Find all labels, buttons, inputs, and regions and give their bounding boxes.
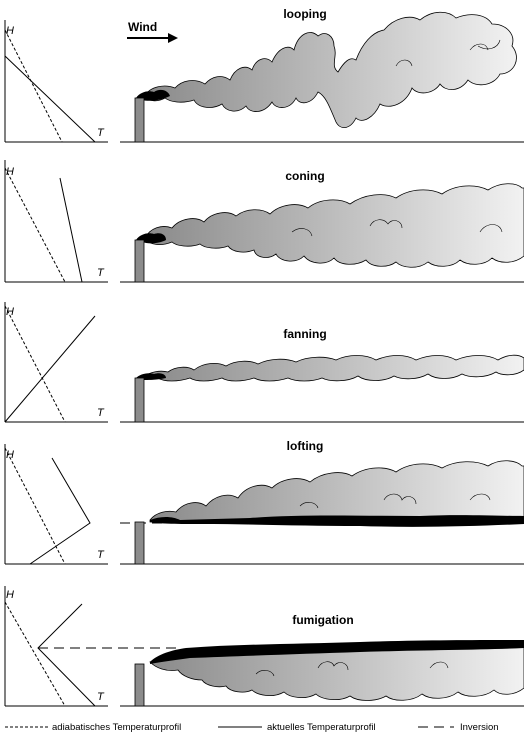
adiabatic-profile-line [4, 601, 66, 707]
plume-puff-outline [299, 493, 491, 509]
inversion-smoke-band [150, 640, 524, 664]
actual-profile-line [29, 457, 91, 565]
legend-item-actual: aktuelles Temperaturprofil [218, 722, 376, 733]
legend-label: aktuelles Temperaturprofil [267, 722, 376, 733]
inversion-smoke-band [150, 515, 524, 527]
plume-scene: lofting [120, 439, 524, 565]
wind-arrow-head [168, 33, 178, 43]
temperature-profile-chart: H T [4, 586, 108, 707]
plume-puff-outline [395, 39, 501, 67]
panel-title: coning [285, 169, 324, 183]
temperature-profile-chart: H T [4, 20, 108, 143]
plume-scene: fanning [120, 327, 524, 423]
plume-scene: Wind looping [120, 7, 524, 143]
smoke-emission [136, 89, 170, 101]
actual-profile-line [37, 603, 96, 707]
y-axis-label: H [6, 306, 14, 318]
x-axis-label: T [97, 691, 105, 703]
panel-coning: H T coning [4, 160, 524, 283]
panel-title: fanning [283, 327, 326, 341]
plume [149, 460, 524, 523]
panel-fanning: H T fanning [4, 302, 524, 423]
smokestack [134, 521, 145, 565]
plume [144, 11, 517, 128]
smokestack [134, 239, 145, 283]
legend: adiabatisches Temperaturprofil aktuelles… [5, 722, 499, 733]
smokestack [134, 97, 145, 143]
adiabatic-profile-line [4, 305, 66, 423]
plume-puff-outline [291, 219, 503, 237]
plume-puff-outline [255, 661, 449, 677]
x-axis-label: T [97, 549, 105, 561]
smokestack [134, 377, 145, 423]
adiabatic-profile-line [4, 29, 63, 143]
smokestack [134, 663, 145, 707]
adiabatic-profile-line [4, 167, 66, 283]
plume-scene: coning [120, 169, 524, 283]
legend-item-adiabatic: adiabatisches Temperaturprofil [5, 722, 181, 733]
x-axis-label: T [97, 127, 105, 139]
panel-looping: H T Wind looping [4, 7, 524, 143]
y-axis-label: H [6, 589, 14, 601]
legend-label: Inversion [460, 722, 499, 733]
plume [144, 183, 524, 268]
y-axis-label: H [6, 25, 14, 37]
plume [149, 643, 524, 701]
y-axis-label: H [6, 166, 14, 178]
panel-title: looping [283, 7, 326, 21]
x-axis-label: T [97, 407, 105, 419]
plume-scene: fumigation [38, 613, 524, 707]
panel-title: lofting [287, 439, 324, 453]
temperature-profile-chart: H T [4, 160, 108, 283]
y-axis-label: H [6, 449, 14, 461]
panel-lofting: H T lofting [4, 439, 524, 565]
wind-label: Wind [128, 20, 157, 34]
adiabatic-profile-line [4, 447, 66, 565]
actual-profile-line [59, 177, 83, 283]
temperature-profile-chart: H T [4, 302, 108, 423]
plume [144, 354, 524, 382]
legend-item-inversion: Inversion [418, 722, 499, 733]
legend-label: adiabatisches Temperaturprofil [52, 722, 181, 733]
panel-title: fumigation [292, 613, 353, 627]
x-axis-label: T [97, 267, 105, 279]
actual-profile-line [4, 55, 96, 143]
actual-profile-line [4, 315, 96, 423]
panel-fumigation: H T fumigation [4, 586, 524, 707]
temperature-profile-chart: H T [4, 444, 108, 565]
